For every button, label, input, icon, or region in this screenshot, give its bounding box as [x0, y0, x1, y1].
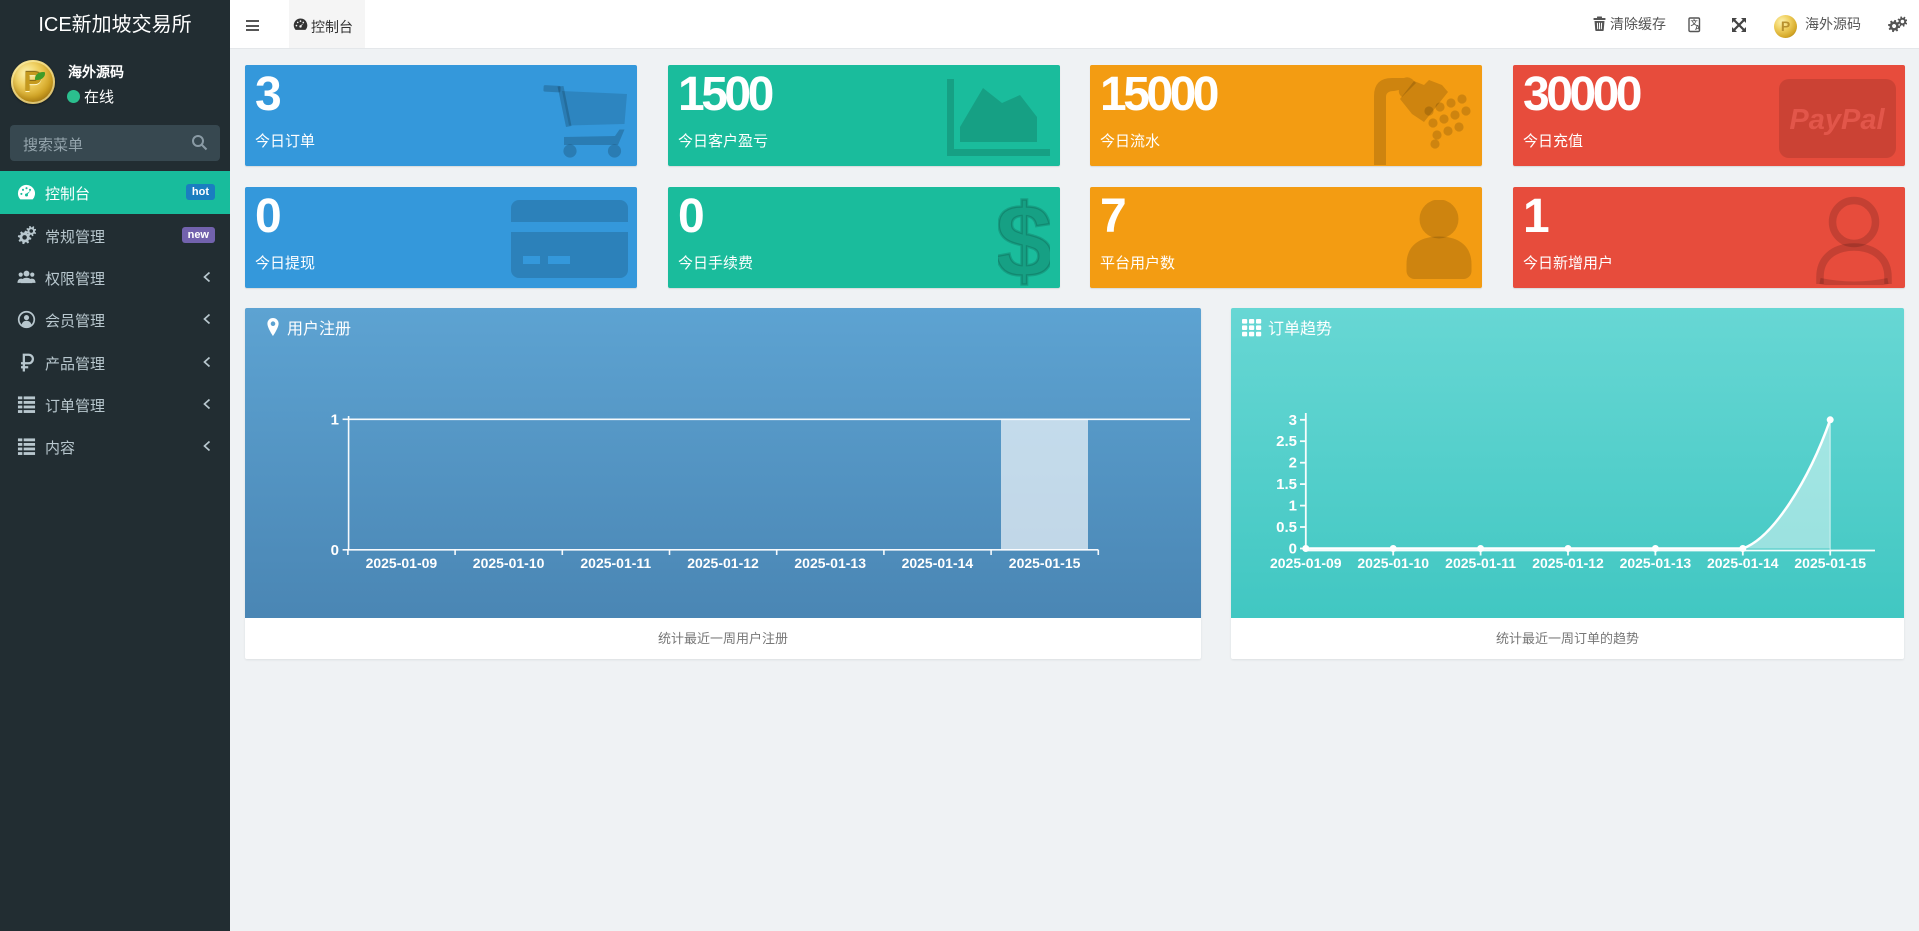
svg-text:1.5: 1.5: [1276, 476, 1297, 493]
svg-text:2025-01-12: 2025-01-12: [1532, 555, 1604, 571]
svg-text:2025-01-15: 2025-01-15: [1794, 555, 1866, 571]
svg-text:2025-01-14: 2025-01-14: [1707, 555, 1779, 571]
svg-text:2025-01-11: 2025-01-11: [580, 555, 651, 571]
svg-text:2: 2: [1289, 455, 1297, 472]
svg-text:2025-01-09: 2025-01-09: [366, 555, 438, 571]
svg-text:2025-01-14: 2025-01-14: [902, 555, 974, 571]
svg-text:2025-01-11: 2025-01-11: [1445, 555, 1516, 571]
svg-text:2025-01-13: 2025-01-13: [1620, 555, 1692, 571]
svg-text:2025-01-10: 2025-01-10: [1357, 555, 1429, 571]
svg-text:2025-01-15: 2025-01-15: [1009, 555, 1081, 571]
svg-text:0: 0: [331, 542, 339, 559]
svg-text:3: 3: [1289, 412, 1297, 429]
svg-text:PayPal: PayPal: [1789, 104, 1885, 136]
svg-text:0.5: 0.5: [1276, 519, 1297, 536]
svg-text:A: A: [1695, 25, 1700, 32]
svg-text:2.5: 2.5: [1276, 433, 1297, 450]
svg-text:2025-01-12: 2025-01-12: [687, 555, 759, 571]
svg-text:0: 0: [1289, 541, 1297, 558]
svg-text:文: 文: [1691, 18, 1699, 27]
svg-text:1: 1: [331, 412, 339, 429]
svg-text:用户注册: 用户注册: [287, 320, 351, 338]
svg-text:2025-01-13: 2025-01-13: [794, 555, 866, 571]
svg-text:2025-01-09: 2025-01-09: [1270, 555, 1342, 571]
svg-text:1: 1: [1289, 498, 1297, 515]
svg-text:订单趋势: 订单趋势: [1268, 320, 1332, 338]
svg-text:$: $: [998, 194, 1050, 286]
svg-text:2025-01-10: 2025-01-10: [473, 555, 545, 571]
